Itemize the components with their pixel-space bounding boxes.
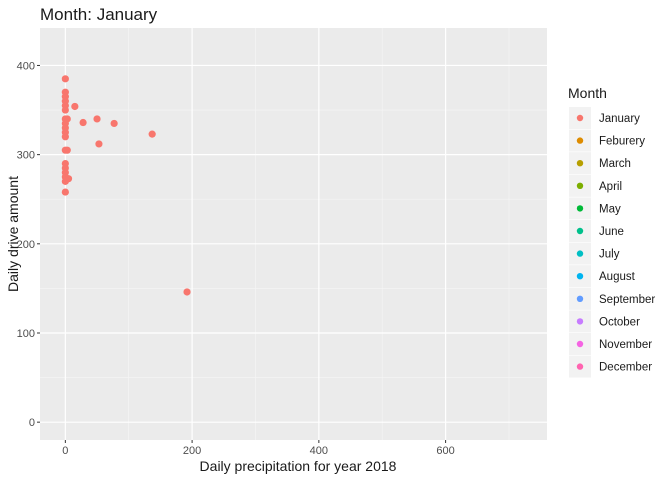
chart-title: Month: January — [40, 5, 158, 24]
data-point — [61, 75, 69, 83]
legend-key-point — [576, 273, 584, 280]
legend-key-point — [576, 318, 584, 325]
data-point — [64, 175, 73, 183]
data-point — [63, 115, 71, 123]
x-tick-label: 200 — [183, 445, 201, 457]
data-point — [79, 118, 87, 127]
legend-key-point — [576, 137, 584, 144]
legend-label: July — [599, 249, 620, 261]
data-point — [148, 130, 156, 138]
legend-label: August — [599, 271, 636, 283]
data-point — [110, 119, 118, 128]
grid-lines — [40, 28, 547, 440]
y-axis-title: Daily drive amount — [5, 176, 21, 292]
legend-key-point — [576, 182, 584, 189]
data-point — [61, 188, 69, 196]
data-point — [61, 133, 69, 141]
legend: Month January Feburery March April May June Ju… — [568, 85, 655, 378]
legend-key-point — [576, 250, 584, 257]
y-tick-label: 100 — [17, 328, 35, 340]
legend-key-point — [576, 227, 584, 235]
axis-ticks: 0 200 400 600 0 100 200 300 400 — [17, 60, 455, 457]
legend-label: June — [599, 226, 624, 238]
legend-key-point — [576, 160, 584, 167]
legend-key-point — [576, 295, 584, 302]
legend-key-point — [576, 340, 584, 348]
data-point — [71, 102, 79, 111]
legend-key-point — [576, 114, 584, 122]
legend-label: May — [599, 203, 621, 215]
y-tick-label: 0 — [29, 417, 35, 429]
y-tick-label: 200 — [17, 239, 35, 251]
data-point — [61, 106, 69, 114]
legend-key-point — [576, 205, 584, 212]
plot-panel — [40, 28, 547, 440]
legend-key-point — [576, 363, 584, 370]
legend-label: Feburery — [599, 136, 645, 148]
legend-label: September — [599, 294, 655, 306]
legend-label: April — [599, 181, 622, 193]
legend-label: December — [599, 362, 652, 374]
x-tick-label: 0 — [62, 445, 68, 457]
y-tick-label: 300 — [17, 150, 35, 162]
x-tick-label: 400 — [310, 445, 328, 457]
data-point — [183, 288, 191, 296]
data-point — [95, 140, 103, 148]
legend-label: November — [599, 339, 652, 351]
x-tick-label: 600 — [436, 445, 454, 457]
data-points — [61, 75, 191, 296]
y-tick-label: 400 — [17, 60, 35, 72]
x-axis-title: Daily precipitation for year 2018 — [200, 458, 397, 474]
data-point — [93, 115, 101, 123]
legend-label: March — [599, 158, 631, 170]
legend-title: Month — [568, 85, 607, 101]
data-point — [63, 146, 71, 154]
legend-label: January — [599, 113, 640, 125]
legend-label: October — [599, 316, 640, 328]
